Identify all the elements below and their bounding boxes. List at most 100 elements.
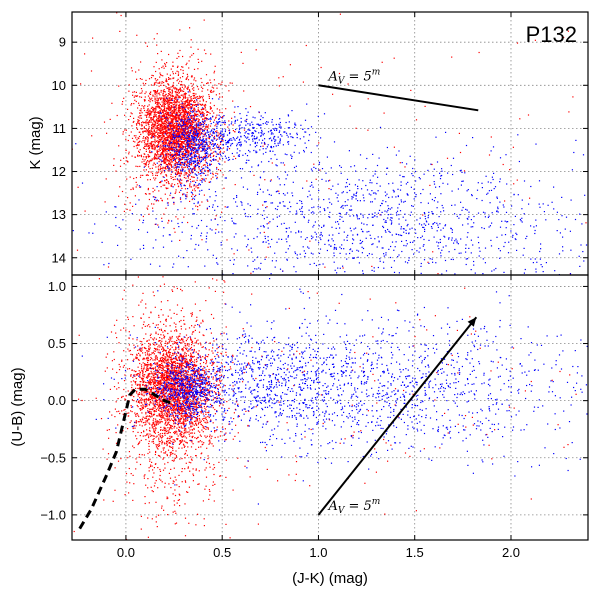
top-point-s1-c1-84: [256, 136, 258, 138]
top-point-s0-c1-488: [209, 108, 211, 110]
top-point-s0-c0-1789: [169, 124, 171, 126]
top-point-s1-c1-129: [237, 136, 239, 138]
top-point-s1-c2-129: [451, 190, 453, 192]
top-point-s0-c1-105: [172, 115, 175, 117]
top-point-s1-c0-140: [180, 164, 182, 166]
top-point-s0-c0-649: [212, 155, 214, 157]
top-point-s1-c1-318: [213, 132, 215, 135]
top-point-s0-c0-1232: [175, 119, 177, 122]
top-point-s0-c0-1382: [186, 73, 188, 75]
top-point-s0-c2-105: [415, 119, 418, 121]
top-point-s0-c0-343: [173, 131, 175, 133]
top-point-s1-c1-448: [252, 127, 254, 129]
top-point-s0-c0-453: [197, 58, 199, 60]
top-point-s1-c1-400: [266, 121, 268, 123]
top-point-s0-c1-771: [155, 91, 157, 93]
top-point-s0-c1-419: [162, 150, 164, 152]
top-point-s0-c0-889: [163, 95, 165, 97]
top-point-s1-c1-143: [238, 144, 241, 146]
top-point-s0-c1-465: [208, 111, 210, 113]
top-point-s1-c0-461: [179, 158, 181, 160]
top-point-s1-c2-451: [206, 232, 208, 234]
top-point-s0-c0-183: [187, 111, 189, 113]
top-point-s1-c0-153: [190, 149, 192, 151]
top-point-s0-c1-655: [176, 101, 178, 103]
top-point-s0-c0-1200: [196, 129, 198, 131]
top-point-s0-c0-1210: [162, 139, 164, 141]
top-point-s0-c0-2322: [154, 132, 156, 134]
top-point-s0-c0-1816: [207, 124, 210, 126]
top-point-s0-c1-104: [144, 165, 146, 167]
top-point-s0-c0-697: [192, 104, 194, 106]
top-point-s1-c2-495: [226, 206, 228, 208]
top-point-s1-c1-433: [241, 127, 243, 129]
top-point-s0-c0-1795: [190, 100, 192, 102]
top-point-s0-c0-1997: [140, 133, 142, 135]
top-point-s1-c0-195: [199, 124, 201, 126]
top-point-s1-c1-417: [251, 132, 253, 134]
top-point-s1-c1-282: [279, 141, 281, 143]
top-point-s0-c0-970: [171, 97, 173, 99]
top-point-s0-c0-186: [161, 82, 163, 84]
top-point-s1-c2-78: [455, 238, 457, 240]
top-point-s0-c0-2108: [165, 126, 167, 128]
top-point-s1-c1-380: [316, 145, 318, 147]
top-point-s1-c1-30: [262, 123, 264, 125]
top-point-s0-c0-709: [157, 101, 159, 104]
top-point-s1-c2-404: [263, 226, 265, 228]
top-point-s0-c1-447: [135, 181, 137, 183]
top-point-s1-c0-477: [183, 146, 185, 148]
top-point-s1-c1-164: [320, 137, 322, 139]
top-point-s1-c2-484: [516, 249, 518, 251]
top-point-s1-c2-290: [414, 170, 416, 173]
top-point-s0-c1-148: [160, 138, 162, 140]
top-point-s0-c1-127: [199, 179, 201, 181]
top-point-s0-c2-211: [309, 240, 311, 242]
top-point-s0-c1-512: [139, 165, 141, 167]
top-point-s1-c1-386: [264, 122, 267, 124]
top-point-s1-c1-2: [164, 133, 166, 135]
top-point-s1-c2-184: [393, 190, 395, 192]
top-point-s0-c1-854: [163, 160, 165, 162]
top-point-s1-c2-161: [433, 200, 435, 202]
top-point-s0-c0-1923: [143, 122, 145, 124]
top-point-s1-c2-277: [322, 263, 324, 265]
top-point-s0-c0-40: [182, 136, 184, 138]
top-point-s0-c0-170: [150, 132, 152, 134]
top-point-s0-c1-111: [180, 69, 182, 71]
top-point-s0-c0-1008: [185, 118, 187, 120]
top-point-s0-c0-1002: [184, 102, 186, 104]
top-point-s0-c0-971: [185, 111, 187, 113]
top-point-s1-c2-207: [182, 153, 184, 155]
top-point-s0-c1-461: [210, 107, 212, 109]
top-point-s1-c1-329: [323, 113, 326, 115]
top-point-s1-c1-196: [283, 131, 285, 133]
top-point-s1-c0-54: [196, 136, 198, 138]
top-point-s0-c1-815: [233, 111, 235, 113]
top-point-s0-c0-334: [200, 125, 202, 127]
top-point-s1-c0-27: [162, 145, 165, 147]
top-point-s0-c1-420: [187, 142, 189, 144]
top-point-s0-c1-724: [135, 186, 137, 188]
top-point-s0-c2-158: [69, 42, 70, 43]
top-point-s0-c0-680: [165, 130, 167, 132]
top-point-s0-c0-1975: [201, 97, 204, 99]
top-point-s0-c0-1732: [148, 127, 150, 129]
top-point-s0-c1-895: [179, 80, 181, 82]
top-point-s1-c2-10: [393, 271, 396, 273]
top-point-s0-c0-2281: [184, 106, 186, 108]
top-point-s1-c0-390: [173, 151, 176, 153]
top-point-s0-c1-112: [215, 94, 217, 96]
top-point-s0-c0-1652: [154, 135, 156, 137]
top-point-s1-c1-272: [264, 138, 266, 140]
top-point-s0-c0-299: [189, 27, 191, 29]
top-point-s0-c1-10: [167, 136, 169, 138]
top-point-s0-c1-95: [162, 110, 164, 112]
top-point-s0-c1-381: [162, 176, 164, 178]
top-point-s1-c1-126: [232, 137, 234, 139]
top-point-s0-c0-275: [219, 109, 221, 111]
top-point-s0-c0-348: [152, 94, 154, 96]
top-point-s0-c0-1373: [166, 122, 168, 124]
top-point-s1-c2-121: [492, 279, 493, 280]
top-point-s0-c1-62: [153, 162, 155, 164]
